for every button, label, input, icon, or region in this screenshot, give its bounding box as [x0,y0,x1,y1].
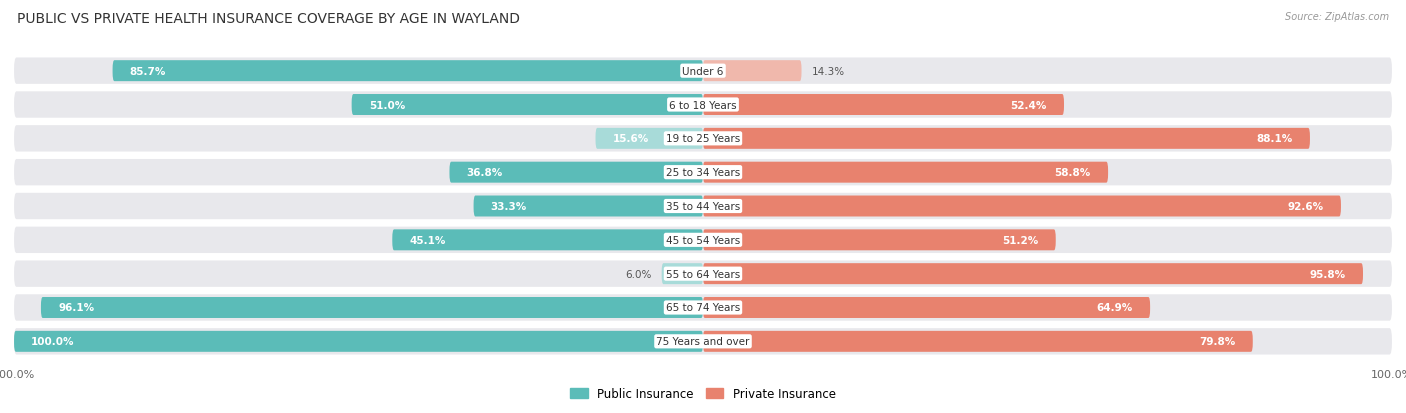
Text: 75 Years and over: 75 Years and over [657,337,749,347]
Text: 15.6%: 15.6% [613,134,650,144]
Text: 14.3%: 14.3% [811,66,845,76]
FancyBboxPatch shape [14,331,703,352]
FancyBboxPatch shape [14,92,1392,119]
Text: PUBLIC VS PRIVATE HEALTH INSURANCE COVERAGE BY AGE IN WAYLAND: PUBLIC VS PRIVATE HEALTH INSURANCE COVER… [17,12,520,26]
Text: 33.3%: 33.3% [491,202,527,211]
Text: 79.8%: 79.8% [1199,337,1236,347]
Text: 45.1%: 45.1% [409,235,446,245]
Text: 85.7%: 85.7% [129,66,166,76]
Text: 51.0%: 51.0% [368,100,405,110]
Text: 36.8%: 36.8% [467,168,503,178]
Text: 35 to 44 Years: 35 to 44 Years [666,202,740,211]
FancyBboxPatch shape [41,297,703,318]
FancyBboxPatch shape [14,58,1392,85]
FancyBboxPatch shape [450,162,703,183]
FancyBboxPatch shape [112,61,703,82]
FancyBboxPatch shape [474,196,703,217]
Text: 64.9%: 64.9% [1097,303,1133,313]
FancyBboxPatch shape [14,126,1392,152]
FancyBboxPatch shape [703,61,801,82]
FancyBboxPatch shape [703,128,1310,150]
Text: 58.8%: 58.8% [1054,168,1091,178]
FancyBboxPatch shape [703,297,1150,318]
FancyBboxPatch shape [14,193,1392,220]
FancyBboxPatch shape [662,263,703,285]
FancyBboxPatch shape [703,162,1108,183]
FancyBboxPatch shape [703,196,1341,217]
Text: 65 to 74 Years: 65 to 74 Years [666,303,740,313]
FancyBboxPatch shape [14,294,1392,321]
Text: 51.2%: 51.2% [1002,235,1039,245]
FancyBboxPatch shape [14,159,1392,186]
Legend: Public Insurance, Private Insurance: Public Insurance, Private Insurance [565,382,841,405]
Text: 19 to 25 Years: 19 to 25 Years [666,134,740,144]
FancyBboxPatch shape [596,128,703,150]
FancyBboxPatch shape [14,261,1392,287]
Text: 6 to 18 Years: 6 to 18 Years [669,100,737,110]
Text: 25 to 34 Years: 25 to 34 Years [666,168,740,178]
Text: 6.0%: 6.0% [624,269,651,279]
FancyBboxPatch shape [703,263,1362,285]
Text: 95.8%: 95.8% [1309,269,1346,279]
Text: Under 6: Under 6 [682,66,724,76]
Text: 55 to 64 Years: 55 to 64 Years [666,269,740,279]
Text: Source: ZipAtlas.com: Source: ZipAtlas.com [1285,12,1389,22]
FancyBboxPatch shape [352,95,703,116]
Text: 96.1%: 96.1% [58,303,94,313]
FancyBboxPatch shape [703,230,1056,251]
FancyBboxPatch shape [14,227,1392,254]
FancyBboxPatch shape [703,95,1064,116]
FancyBboxPatch shape [14,328,1392,355]
FancyBboxPatch shape [392,230,703,251]
Text: 100.0%: 100.0% [31,337,75,347]
Text: 45 to 54 Years: 45 to 54 Years [666,235,740,245]
Text: 88.1%: 88.1% [1257,134,1292,144]
Text: 52.4%: 52.4% [1011,100,1047,110]
Text: 92.6%: 92.6% [1288,202,1323,211]
FancyBboxPatch shape [703,331,1253,352]
